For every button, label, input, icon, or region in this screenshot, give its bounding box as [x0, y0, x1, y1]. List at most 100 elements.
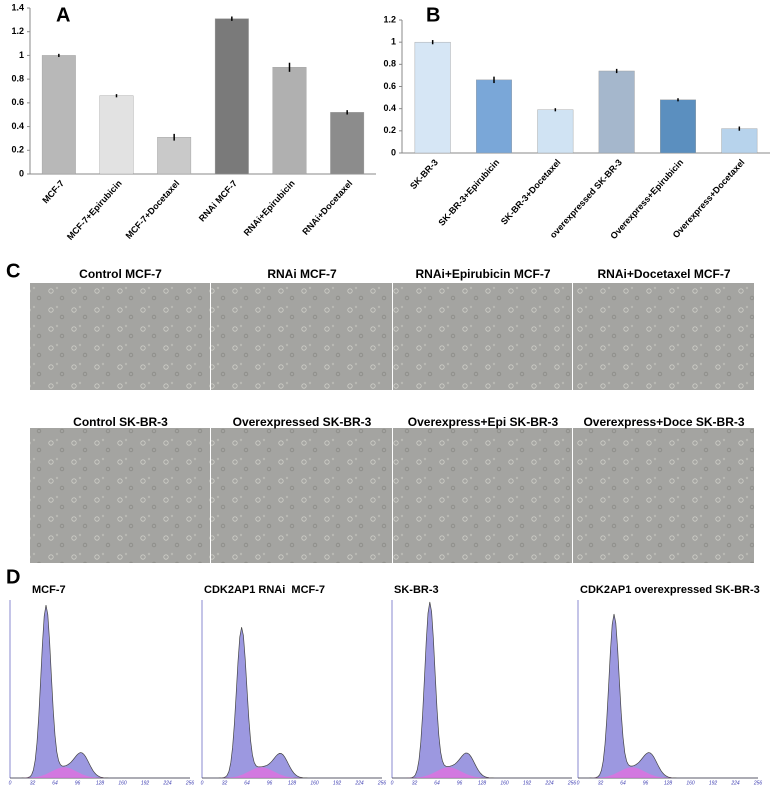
y-tick-label: 0.2 — [11, 145, 24, 155]
bar — [476, 79, 512, 154]
flow-x-tick-label: 160 — [310, 780, 319, 786]
x-tick-label: MCF-7+Epirubicin — [65, 178, 124, 242]
bar — [99, 95, 134, 175]
micrograph-label: Overexpressed SK-BR-3 — [233, 415, 372, 429]
micrograph — [30, 283, 210, 390]
flow-x-tick-label: 256 — [753, 780, 763, 786]
flow-s-phase — [578, 767, 758, 778]
flow-x-tick-label: 192 — [709, 780, 718, 786]
flow-x-tick-label: 32 — [222, 780, 228, 786]
flow-x-tick-label: 224 — [730, 780, 740, 786]
micrograph — [573, 428, 754, 563]
micrograph — [211, 428, 392, 563]
panel-label: D — [6, 566, 20, 588]
micrograph — [393, 428, 572, 563]
flow-x-tick-label: 256 — [185, 780, 195, 786]
y-tick-label: 0.8 — [383, 59, 396, 69]
x-tick-label: RNAi+Docetaxel — [300, 178, 354, 237]
flow-x-tick-label: 128 — [664, 780, 673, 786]
y-tick-label: 1 — [19, 50, 24, 60]
flow-x-tick-label: 128 — [288, 780, 297, 786]
flow-x-tick-label: 160 — [118, 780, 127, 786]
bar — [721, 128, 758, 154]
panel-label: A — [56, 4, 70, 26]
x-tick-label: Overexpress+Docetaxel — [671, 157, 747, 240]
flow-title: CDK2AP1 overexpressed SK-BR-3 — [580, 584, 760, 596]
flow-x-tick-label: 128 — [96, 780, 105, 786]
flow-x-tick-label: 224 — [162, 780, 172, 786]
flow-x-tick-label: 64 — [434, 780, 440, 786]
micrograph-label: Control SK-BR-3 — [73, 415, 168, 429]
y-tick-label: 0 — [391, 147, 396, 157]
x-tick-label: SK-BR-3 — [408, 157, 440, 191]
micrograph-label: Control MCF-7 — [79, 267, 162, 281]
micrograph-label: Overexpress+Epi SK-BR-3 — [408, 415, 559, 429]
flow-x-tick-label: 96 — [643, 780, 649, 786]
flow-title: SK-BR-3 — [394, 584, 439, 596]
micrograph — [211, 283, 392, 390]
bar — [272, 67, 307, 175]
flow-x-tick-label: 32 — [412, 780, 418, 786]
x-tick-label: MCF-7+Docetaxel — [124, 178, 182, 241]
y-tick-label: 1 — [391, 37, 396, 47]
flow-x-tick-label: 128 — [478, 780, 487, 786]
x-tick-label: SK-BR-3+Docetaxel — [499, 157, 563, 226]
flow-x-tick-label: 32 — [30, 780, 36, 786]
flow-x-tick-label: 160 — [500, 780, 509, 786]
x-tick-label: RNAi MCF-7 — [197, 178, 239, 223]
flow-x-tick-label: 224 — [354, 780, 364, 786]
y-tick-label: 0.8 — [11, 74, 24, 84]
flow-x-tick-label: 64 — [620, 780, 626, 786]
y-tick-label: 0.4 — [11, 121, 24, 131]
y-tick-label: 0 — [19, 168, 24, 178]
bar — [598, 70, 635, 154]
micrograph — [573, 283, 754, 390]
y-tick-label: 0.6 — [11, 97, 24, 107]
x-tick-label: RNAi+Epirubicin — [242, 178, 297, 238]
flow-histogram — [10, 605, 190, 779]
x-tick-label: MCF-7 — [40, 178, 66, 205]
flow-x-tick-label: 32 — [598, 780, 604, 786]
flow-x-tick-label: 0 — [9, 780, 12, 786]
x-tick-label: SK-BR-3+Epirubicin — [436, 157, 501, 227]
y-tick-label: 0.2 — [383, 125, 396, 135]
y-tick-label: 1.4 — [11, 2, 24, 12]
flow-x-tick-label: 0 — [577, 780, 580, 786]
micrograph-label: Overexpress+Doce SK-BR-3 — [583, 415, 744, 429]
bar — [537, 109, 574, 154]
y-tick-label: 1.2 — [383, 14, 396, 24]
flow-x-tick-label: 192 — [141, 780, 150, 786]
bar — [330, 112, 365, 175]
bar — [414, 41, 451, 154]
flow-x-tick-label: 192 — [333, 780, 342, 786]
panel-label: C — [6, 260, 20, 282]
x-tick-label: overexpressed SK-BR-3 — [548, 157, 624, 240]
flow-title: MCF-7 — [32, 584, 66, 596]
micrograph-label: RNAi MCF-7 — [267, 267, 337, 281]
flow-s-phase — [202, 767, 382, 778]
flow-x-tick-label: 64 — [52, 780, 58, 786]
flow-x-tick-label: 64 — [244, 780, 250, 786]
bar — [157, 137, 192, 175]
flow-histogram — [392, 601, 572, 779]
flow-s-phase — [392, 767, 572, 778]
bar — [660, 99, 696, 154]
flow-histogram — [202, 627, 382, 779]
flow-x-tick-label: 256 — [567, 780, 577, 786]
flow-x-tick-label: 0 — [391, 780, 394, 786]
panel-label: B — [426, 4, 440, 26]
flow-x-tick-label: 160 — [686, 780, 695, 786]
flow-title: CDK2AP1 RNAi MCF-7 — [204, 584, 325, 596]
bar — [214, 18, 249, 175]
y-tick-label: 1.2 — [11, 26, 24, 36]
flow-x-tick-label: 96 — [457, 780, 463, 786]
flow-x-tick-label: 256 — [377, 780, 387, 786]
micrograph — [393, 283, 572, 390]
flow-x-tick-label: 96 — [75, 780, 81, 786]
flow-x-tick-label: 192 — [523, 780, 532, 786]
flow-x-tick-label: 96 — [267, 780, 273, 786]
micrograph — [30, 428, 210, 563]
y-tick-label: 0.4 — [383, 103, 396, 113]
micrograph-label: RNAi+Epirubicin MCF-7 — [415, 267, 550, 281]
